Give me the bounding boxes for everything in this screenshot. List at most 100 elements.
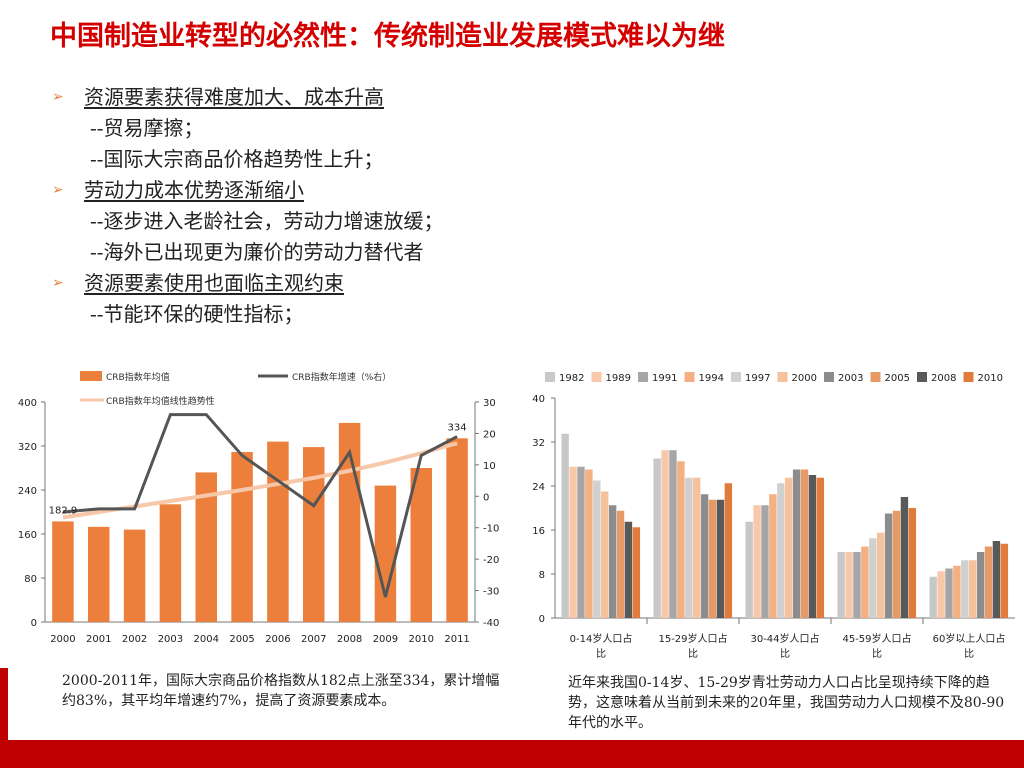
legend-label: 2008 — [931, 373, 956, 384]
bullet-arrow-icon: ➢ — [52, 275, 64, 291]
bar — [677, 461, 685, 618]
x-tick-label: 2004 — [194, 634, 219, 645]
bar — [88, 526, 110, 622]
bar — [800, 469, 809, 618]
bar — [745, 521, 753, 618]
bar — [724, 483, 733, 618]
bar — [845, 552, 853, 618]
bar — [577, 466, 585, 618]
y-tick-label: 32 — [532, 438, 545, 449]
bar — [976, 552, 985, 618]
bar — [374, 485, 397, 622]
bar — [410, 468, 432, 622]
legend-swatch — [638, 372, 648, 382]
legend-swatch — [591, 372, 602, 382]
bar — [961, 560, 969, 618]
bar — [816, 477, 825, 618]
y-tick-label: 24 — [532, 482, 545, 493]
legend-label: 2010 — [978, 373, 1003, 384]
bar — [716, 499, 725, 618]
x-tick-label: 2010 — [409, 634, 434, 645]
bar — [792, 469, 801, 618]
bar — [195, 472, 217, 622]
legend-label: 1994 — [699, 373, 724, 384]
bar — [884, 513, 893, 618]
x-tick-label: 15-29岁人口占比 — [658, 632, 727, 660]
bar — [601, 491, 609, 618]
y-tick-label-right: -20 — [483, 555, 499, 566]
bar — [608, 505, 617, 618]
bullet-heading: 资源要素获得难度加大、成本升高 — [84, 85, 384, 109]
bullet-1: ➢ 资源要素获得难度加大、成本升高 — [52, 82, 612, 113]
x-tick-label: 2000 — [50, 634, 75, 645]
bar — [892, 510, 901, 618]
legend-swatch — [870, 372, 881, 382]
bar — [616, 510, 625, 618]
legend-label: 1982 — [559, 373, 584, 384]
bar — [708, 499, 717, 618]
bar — [869, 538, 877, 618]
x-tick-label: 30-44岁人口占比 — [750, 632, 819, 660]
bar — [593, 480, 601, 618]
legend-label: CRB指数年均值线性趋势性 — [106, 395, 215, 407]
bar — [52, 521, 74, 622]
bar — [945, 568, 953, 618]
y-tick-label-left: 400 — [18, 398, 37, 409]
bar — [632, 527, 641, 618]
y-tick-label-left: 320 — [18, 442, 37, 453]
bar — [561, 433, 569, 618]
trend-line — [62, 441, 458, 520]
footer-accent-bar — [0, 668, 8, 740]
bullet-sub: --海外已出现更为廉价的劳动力替代者 — [90, 240, 424, 264]
legend-label: 1991 — [652, 373, 677, 384]
bar — [908, 508, 917, 618]
y-tick-label: 8 — [539, 570, 545, 581]
y-tick-label-right: -10 — [483, 524, 499, 535]
bar — [1000, 543, 1009, 618]
bar — [669, 450, 677, 618]
bar — [953, 565, 961, 618]
bar — [585, 469, 593, 618]
bar — [661, 450, 669, 618]
bar — [693, 477, 701, 618]
y-tick-label: 16 — [532, 526, 545, 537]
bar — [877, 532, 885, 618]
bar — [569, 466, 577, 618]
bar — [761, 505, 769, 618]
x-tick-label: 0-14岁人口占比 — [570, 632, 633, 660]
bar — [769, 494, 777, 618]
y-tick-label: 40 — [532, 394, 545, 405]
y-tick-label-left: 0 — [31, 618, 37, 629]
bullet-arrow-icon: ➢ — [52, 89, 64, 105]
bar — [267, 441, 289, 622]
y-tick-label-right: -30 — [483, 587, 499, 598]
y-tick-label-left: 240 — [18, 486, 37, 497]
bullet-heading: 劳动力成本优势逐渐缩小 — [84, 178, 304, 202]
bar — [785, 477, 793, 618]
bar — [929, 576, 937, 618]
bar — [992, 541, 1001, 618]
bar — [853, 552, 861, 618]
bullet-sub: --逐步进入老龄社会，劳动力增速放缓； — [90, 209, 444, 233]
bullet-list: ➢ 资源要素获得难度加大、成本升高 --贸易摩擦； --国际大宗商品价格趋势性上… — [52, 82, 612, 330]
bar — [861, 546, 869, 618]
x-tick-label: 2008 — [337, 634, 362, 645]
legend-swatch — [731, 372, 741, 382]
x-tick-label: 2003 — [158, 634, 183, 645]
data-label: 334 — [448, 422, 467, 433]
y-tick-label-left: 80 — [24, 574, 37, 585]
x-tick-label: 2005 — [229, 634, 254, 645]
bar — [700, 494, 709, 618]
legend-swatch — [684, 372, 695, 382]
y-tick-label-right: 30 — [483, 398, 496, 409]
x-tick-label: 2011 — [444, 634, 469, 645]
left-chart-caption: 2000-2011年，国际大宗商品价格指数从182点上涨至334，累计增幅约83… — [62, 673, 500, 709]
legend-label: CRB指数年均值 — [106, 371, 170, 383]
population-share-chart: 1982 1989 1991 1994 1997 2000 2003 2005 2008 2010… — [532, 372, 1015, 660]
x-tick-label: 45-59岁人口占比 — [842, 632, 911, 660]
bar — [123, 529, 146, 622]
bar — [624, 521, 633, 618]
bullet-sub: --贸易摩擦； — [90, 116, 204, 140]
y-tick-label-left: 160 — [18, 530, 37, 541]
bar — [159, 504, 182, 622]
